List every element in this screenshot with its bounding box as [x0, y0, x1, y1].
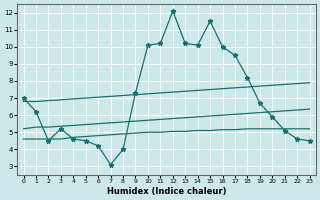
- X-axis label: Humidex (Indice chaleur): Humidex (Indice chaleur): [107, 187, 226, 196]
